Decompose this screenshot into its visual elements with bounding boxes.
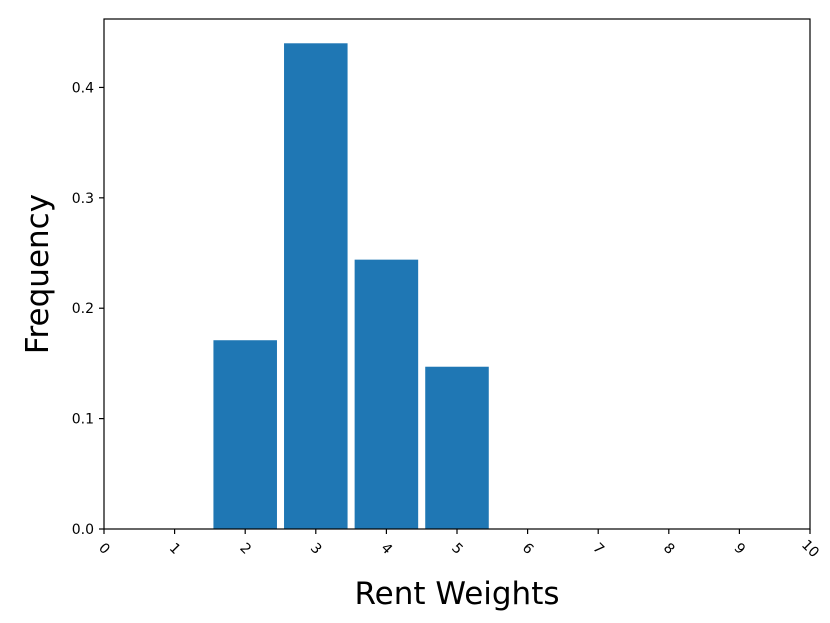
x-tick-label: 4 [378, 540, 396, 558]
x-tick-label: 10 [798, 537, 822, 561]
x-tick-label: 3 [307, 540, 325, 558]
y-tick-label: 0.0 [72, 522, 94, 538]
x-tick-label: 0 [95, 540, 113, 558]
x-tick-label: 7 [589, 540, 607, 558]
x-tick-label: 5 [448, 540, 466, 558]
y-tick-label: 0.3 [72, 191, 94, 207]
bar-x-4 [354, 259, 419, 529]
x-axis-ticks: 0 1 2 3 4 5 6 7 8 9 10 [95, 529, 822, 561]
x-axis-label: Rent Weights [354, 576, 559, 612]
x-tick-label: 9 [731, 540, 749, 558]
x-tick-label: 8 [660, 540, 678, 558]
y-tick-label: 0.4 [72, 80, 94, 96]
x-tick-label: 2 [236, 540, 254, 558]
y-tick-label: 0.2 [72, 301, 94, 317]
x-tick-label: 1 [166, 540, 184, 558]
bar-x-3 [284, 43, 348, 529]
bar-x-5 [425, 366, 489, 529]
y-axis-ticks: 0.0 0.1 0.2 0.3 0.4 [72, 80, 104, 538]
y-axis-label: Frequency [20, 194, 56, 354]
x-tick-label: 6 [519, 540, 537, 558]
bar-x-2 [213, 340, 277, 529]
y-tick-label: 0.1 [72, 412, 94, 428]
bars-group [213, 43, 489, 529]
